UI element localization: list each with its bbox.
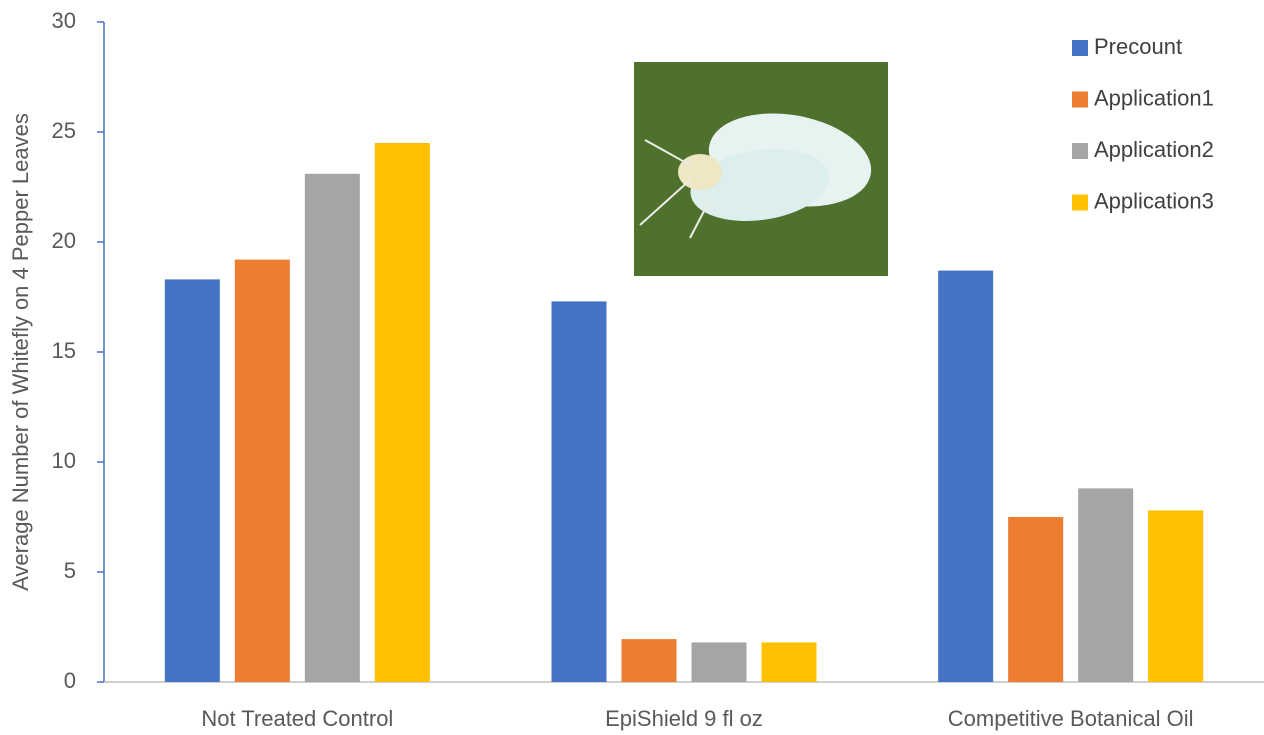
legend-label: Application1 — [1094, 85, 1214, 110]
legend-item: Application3 — [1072, 188, 1214, 213]
legend-swatch — [1072, 194, 1088, 211]
bar — [551, 301, 607, 682]
x-tick-label: Not Treated Control — [201, 706, 393, 731]
bar — [234, 259, 290, 682]
legend-item: Application2 — [1072, 137, 1214, 162]
y-tick-label: 15 — [52, 338, 76, 363]
y-tick-label: 5 — [64, 558, 76, 583]
legend-swatch — [1072, 91, 1088, 108]
legend-label: Application3 — [1094, 188, 1214, 213]
legend-swatch — [1072, 40, 1088, 56]
whitefly-photo — [634, 62, 888, 276]
bar — [304, 173, 360, 683]
legend-label: Application2 — [1094, 137, 1214, 162]
legend-item: Application1 — [1072, 85, 1214, 110]
legend-swatch — [1072, 143, 1088, 159]
x-tick-label: Competitive Botanical Oil — [948, 706, 1194, 731]
y-tick-label: 30 — [52, 8, 76, 33]
bar — [1008, 517, 1064, 682]
y-tick-label: 25 — [52, 118, 76, 143]
bar — [374, 143, 430, 682]
bar — [1148, 510, 1204, 682]
y-tick-label: 20 — [52, 228, 76, 253]
y-tick-label: 10 — [52, 448, 76, 473]
bar — [1078, 488, 1134, 682]
bar — [621, 639, 677, 682]
y-axis-label: Average Number of Whitefly on 4 Pepper L… — [8, 113, 33, 591]
bar — [691, 642, 747, 682]
bar — [164, 279, 220, 682]
legend-label: Precount — [1094, 34, 1182, 59]
legend-item: Precount — [1072, 34, 1182, 59]
x-tick-label: EpiShield 9 fl oz — [605, 706, 763, 731]
bar — [761, 642, 817, 682]
bar — [938, 270, 994, 682]
y-tick-label: 0 — [64, 668, 76, 693]
